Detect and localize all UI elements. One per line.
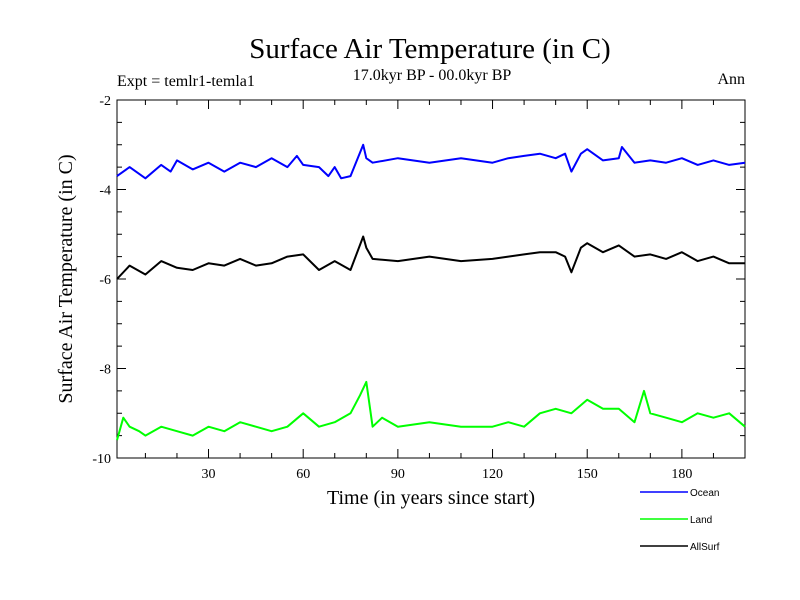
y-tick-label: -10 [92,452,111,467]
x-axis-ticks: 30 60 90 120 150 180 [144,100,714,482]
season-label: Ann [717,71,745,88]
series-line-ocean [116,143,746,180]
y-axis-ticks: -10 -8 -6 -4 -2 [92,94,745,467]
legend: Ocean Land AllSurf [640,488,720,553]
legend-label-land: Land [690,515,712,526]
x-tick-label: 150 [577,467,598,482]
y-axis-label: Surface Air Temperature (in C) [55,154,77,403]
x-tick-label: 180 [671,467,692,482]
y-tick-label: -6 [99,273,111,288]
legend-label-ocean: Ocean [690,488,719,499]
y-tick-label: -4 [99,184,111,199]
y-tick-label: -2 [99,94,111,109]
x-axis-label: Time (in years since start) [327,487,535,509]
x-tick-label: 30 [202,467,216,482]
series-lines [116,143,746,441]
legend-label-allsurf: AllSurf [690,542,720,553]
x-tick-label: 120 [482,467,503,482]
series-line-allsurf [116,235,745,280]
x-tick-label: 90 [391,467,405,482]
series-line-land [116,380,746,441]
experiment-label: Expt = temlr1-temla1 [117,73,255,90]
y-tick-label: -8 [99,363,111,378]
x-tick-label: 60 [296,467,310,482]
plot-frame [116,99,746,459]
chart-title: Surface Air Temperature (in C) [249,33,610,65]
chart-subtitle: 17.0kyr BP - 00.0kyr BP [353,67,512,84]
